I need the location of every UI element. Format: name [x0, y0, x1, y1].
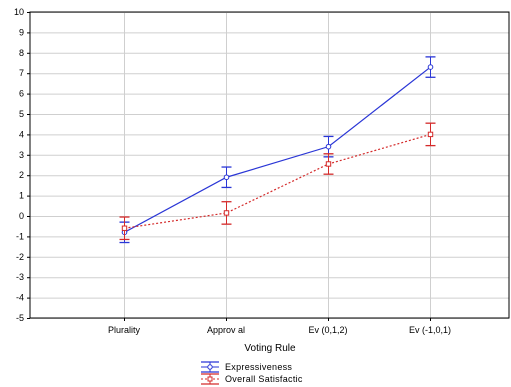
y-tick-label: 0	[19, 211, 24, 221]
data-point	[325, 143, 332, 150]
legend-label: Overall Satisfactic	[225, 374, 303, 384]
series-layer	[119, 56, 436, 244]
y-tick-label: -2	[16, 252, 24, 262]
legend-item: Overall Satisfactic	[201, 373, 303, 385]
legend-item: Expressiveness	[201, 361, 292, 373]
data-point	[427, 64, 434, 70]
data-point	[223, 210, 230, 216]
y-tick-label: -4	[16, 293, 24, 303]
y-tick-label: 6	[19, 89, 24, 99]
y-tick-label: 7	[19, 68, 24, 78]
y-tick-label: 10	[14, 7, 24, 17]
y-tick-label: 3	[19, 150, 24, 160]
data-point	[121, 225, 128, 231]
legend-marker	[207, 376, 213, 382]
legend-marker	[207, 364, 213, 370]
y-tick-label: 1	[19, 191, 24, 201]
y-tick-label: -5	[16, 313, 24, 323]
x-tick-label: Approv al	[207, 325, 245, 335]
x-axis-ticks: Plurality Approv al Ev (0,1,2) Ev (-1,0,1)	[108, 318, 451, 335]
y-tick-label: 4	[19, 129, 24, 139]
legend: Expressiveness Overall Satisfactic	[201, 361, 303, 385]
data-point	[325, 161, 332, 167]
gridlines	[30, 12, 509, 319]
y-tick-label: 9	[19, 27, 24, 37]
y-tick-label: -1	[16, 231, 24, 241]
legend-label: Expressiveness	[225, 362, 292, 372]
series-line	[124, 66, 431, 233]
y-tick-label: 8	[19, 48, 24, 58]
series-overall-satisfaction	[119, 122, 436, 241]
data-point	[223, 174, 230, 181]
y-axis-ticks: -5 -4 -3 -2 -1 0 1 2 3 4 5 6 7 8 9 10	[14, 7, 30, 323]
x-axis-title: Voting Rule	[244, 343, 296, 354]
data-point	[427, 131, 434, 138]
x-tick-label: Ev (0,1,2)	[308, 325, 347, 335]
y-tick-label: -3	[16, 272, 24, 282]
x-tick-label: Ev (-1,0,1)	[409, 325, 451, 335]
y-tick-label: 5	[19, 109, 24, 119]
series-expressiveness	[119, 56, 436, 244]
y-tick-label: 2	[19, 170, 24, 180]
x-tick-label: Plurality	[108, 325, 141, 335]
series-line	[124, 133, 431, 229]
plot-frame	[29, 11, 510, 319]
